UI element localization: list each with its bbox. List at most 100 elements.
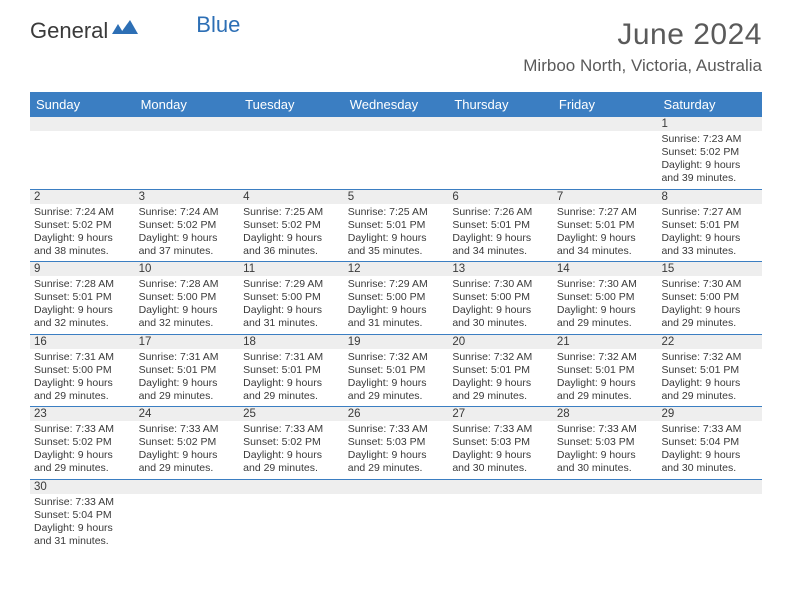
day-cell [135,494,240,552]
sunset-line: Sunset: 5:01 PM [34,291,131,304]
sunrise-line: Sunrise: 7:32 AM [661,351,758,364]
daylight-line-2: and 29 minutes. [139,462,236,475]
day-cell: Sunrise: 7:33 AMSunset: 5:03 PMDaylight:… [448,421,553,479]
daylight-line-2: and 31 minutes. [243,317,340,330]
day-number: 22 [657,335,762,349]
sunrise-line: Sunrise: 7:27 AM [661,206,758,219]
daylight-line-1: Daylight: 9 hours [348,232,445,245]
day-number: 14 [553,262,658,276]
daylight-line-1: Daylight: 9 hours [348,449,445,462]
day-cell [448,494,553,552]
day-number: 30 [30,480,135,494]
daylight-line-2: and 36 minutes. [243,245,340,258]
title-block: June 2024 Mirboo North, Victoria, Austra… [523,18,762,76]
daylight-line-1: Daylight: 9 hours [139,304,236,317]
sunrise-line: Sunrise: 7:32 AM [348,351,445,364]
flag-icon [112,20,140,43]
daylight-line-1: Daylight: 9 hours [557,232,654,245]
sunrise-line: Sunrise: 7:23 AM [661,133,758,146]
day-number: 16 [30,335,135,349]
sunrise-line: Sunrise: 7:33 AM [34,496,131,509]
day-cell: Sunrise: 7:33 AMSunset: 5:04 PMDaylight:… [657,421,762,479]
month-title: June 2024 [523,18,762,52]
sunset-line: Sunset: 5:01 PM [243,364,340,377]
day-number [657,480,762,494]
daylight-line-2: and 37 minutes. [139,245,236,258]
sunset-line: Sunset: 5:01 PM [348,219,445,232]
sunrise-line: Sunrise: 7:30 AM [452,278,549,291]
day-cell [553,131,658,189]
daylight-line-2: and 38 minutes. [34,245,131,258]
daylight-line-1: Daylight: 9 hours [139,449,236,462]
day-number [135,480,240,494]
sunrise-line: Sunrise: 7:28 AM [139,278,236,291]
week-row: Sunrise: 7:33 AMSunset: 5:02 PMDaylight:… [30,421,762,480]
daylight-line-1: Daylight: 9 hours [243,304,340,317]
sunrise-line: Sunrise: 7:32 AM [557,351,654,364]
sunset-line: Sunset: 5:00 PM [243,291,340,304]
sunrise-line: Sunrise: 7:33 AM [243,423,340,436]
day-number: 10 [135,262,240,276]
day-number: 2 [30,190,135,204]
sunset-line: Sunset: 5:01 PM [661,219,758,232]
daylight-line-1: Daylight: 9 hours [661,304,758,317]
sunset-line: Sunset: 5:00 PM [452,291,549,304]
day-number: 6 [448,190,553,204]
sunset-line: Sunset: 5:03 PM [348,436,445,449]
day-number [239,117,344,131]
daylight-line-1: Daylight: 9 hours [661,377,758,390]
weekday-monday: Monday [135,92,240,117]
sunrise-line: Sunrise: 7:33 AM [139,423,236,436]
sunset-line: Sunset: 5:01 PM [348,364,445,377]
day-cell: Sunrise: 7:27 AMSunset: 5:01 PMDaylight:… [657,204,762,262]
daylight-line-2: and 29 minutes. [557,317,654,330]
day-cell: Sunrise: 7:32 AMSunset: 5:01 PMDaylight:… [344,349,449,407]
daylight-line-1: Daylight: 9 hours [34,377,131,390]
day-cell: Sunrise: 7:29 AMSunset: 5:00 PMDaylight:… [344,276,449,334]
day-number: 26 [344,407,449,421]
day-cell: Sunrise: 7:28 AMSunset: 5:01 PMDaylight:… [30,276,135,334]
daylight-line-2: and 29 minutes. [243,390,340,403]
day-number: 8 [657,190,762,204]
sunset-line: Sunset: 5:02 PM [34,219,131,232]
day-cell: Sunrise: 7:23 AMSunset: 5:02 PMDaylight:… [657,131,762,189]
day-number-row: 30 [30,480,762,494]
day-cell: Sunrise: 7:28 AMSunset: 5:00 PMDaylight:… [135,276,240,334]
daylight-line-2: and 33 minutes. [661,245,758,258]
day-cell [344,494,449,552]
daylight-line-2: and 31 minutes. [348,317,445,330]
logo: General Blue [30,18,240,44]
day-cell [30,131,135,189]
daylight-line-2: and 29 minutes. [348,390,445,403]
daylight-line-1: Daylight: 9 hours [34,522,131,535]
day-cell [239,494,344,552]
daylight-line-1: Daylight: 9 hours [557,449,654,462]
location-subtitle: Mirboo North, Victoria, Australia [523,56,762,76]
daylight-line-1: Daylight: 9 hours [139,377,236,390]
daylight-line-1: Daylight: 9 hours [139,232,236,245]
day-number: 7 [553,190,658,204]
day-cell [553,494,658,552]
weekday-thursday: Thursday [448,92,553,117]
sunrise-line: Sunrise: 7:31 AM [34,351,131,364]
sunrise-line: Sunrise: 7:28 AM [34,278,131,291]
sunset-line: Sunset: 5:02 PM [139,436,236,449]
day-number-row: 9101112131415 [30,262,762,276]
day-number: 27 [448,407,553,421]
page-header: General Blue June 2024 Mirboo North, Vic… [0,0,792,84]
daylight-line-1: Daylight: 9 hours [348,377,445,390]
day-number [344,480,449,494]
day-cell: Sunrise: 7:33 AMSunset: 5:03 PMDaylight:… [553,421,658,479]
daylight-line-1: Daylight: 9 hours [452,449,549,462]
daylight-line-1: Daylight: 9 hours [557,377,654,390]
day-number [553,480,658,494]
sunset-line: Sunset: 5:04 PM [661,436,758,449]
week-row: Sunrise: 7:23 AMSunset: 5:02 PMDaylight:… [30,131,762,190]
day-cell: Sunrise: 7:30 AMSunset: 5:00 PMDaylight:… [657,276,762,334]
daylight-line-2: and 29 minutes. [348,462,445,475]
sunrise-line: Sunrise: 7:32 AM [452,351,549,364]
daylight-line-1: Daylight: 9 hours [661,232,758,245]
day-number [448,480,553,494]
daylight-line-2: and 29 minutes. [243,462,340,475]
day-number: 28 [553,407,658,421]
